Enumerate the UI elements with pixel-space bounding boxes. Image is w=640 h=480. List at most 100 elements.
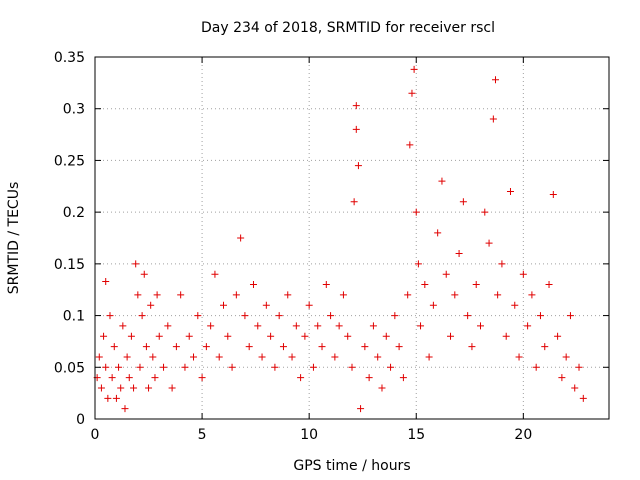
data-point [425,353,433,361]
data-point [198,374,206,382]
data-point [352,102,360,110]
data-point [102,363,110,371]
data-point [164,322,172,330]
data-point [327,312,335,320]
data-point [378,384,386,392]
data-point [119,322,127,330]
data-point [322,281,330,289]
data-point [365,374,373,382]
data-point [262,301,270,309]
data-point [391,312,399,320]
data-point [331,353,339,361]
plot-frame [94,56,610,420]
y-tick-label: 0.25 [54,153,85,169]
data-point [318,343,326,351]
data-point [545,281,553,289]
data-point [115,363,123,371]
data-point [168,384,176,392]
data-point [429,301,437,309]
y-tick-label: 0 [76,412,85,428]
data-point [575,363,583,371]
data-point [237,234,245,242]
data-point [369,322,377,330]
data-point [132,260,140,268]
data-point [151,374,159,382]
data-point [451,291,459,299]
data-point [232,291,240,299]
data-point [172,343,180,351]
data-point [136,363,144,371]
data-point [145,384,153,392]
data-point [142,343,150,351]
data-point [404,291,412,299]
data-point [481,208,489,216]
data-point [502,332,510,340]
data-point [138,312,146,320]
data-point [387,363,395,371]
data-point [215,353,223,361]
data-point [468,343,476,351]
data-point [271,363,279,371]
data-point [348,363,356,371]
data-point [249,281,257,289]
y-axis-label: SRMTID / TECUs [6,182,22,295]
data-point [579,394,587,402]
data-point [301,332,309,340]
y-tick-label: 0.15 [54,257,85,273]
data-point [147,301,155,309]
data-point [254,322,262,330]
data-point [410,65,418,73]
data-point [491,76,499,84]
x-tick-label: 5 [198,427,207,443]
x-tick-label: 10 [300,427,318,443]
data-point [177,291,185,299]
data-point [498,260,506,268]
y-tick-label: 0.3 [63,102,85,118]
data-point [100,332,108,340]
data-point [549,191,557,199]
data-point [395,343,403,351]
data-point [112,394,120,402]
data-point [194,312,202,320]
data-point [149,353,157,361]
chart-title: Day 234 of 2018, SRMTID for receiver rsc… [201,20,495,36]
data-point [185,332,193,340]
data-point [125,374,133,382]
data-point [110,343,118,351]
tick-labels: 0 5 10 15 20 0 0.05 0.1 0.15 0.2 0.25 0.3 0.35 [54,50,532,443]
x-tick-label: 20 [514,427,532,443]
data-point [350,198,358,206]
data-point [267,332,275,340]
data-point [494,291,502,299]
data-point [472,281,480,289]
data-point [344,332,352,340]
data-point [288,353,296,361]
data-point [160,363,168,371]
data-point [354,162,362,170]
data-point [123,353,131,361]
data-point [455,250,463,258]
axis-ticks [94,56,609,420]
data-point [314,322,322,330]
data-point [562,353,570,361]
data-point [532,363,540,371]
data-point [541,343,549,351]
data-point [245,343,253,351]
data-point [489,115,497,123]
data-point [515,353,523,361]
data-point [477,322,484,330]
data-point [519,270,527,278]
data-point [434,229,442,237]
data-point [558,374,566,382]
data-point [211,270,219,278]
data-point [524,322,532,330]
data-point [104,394,112,402]
data-point [228,363,236,371]
data-point [361,343,369,351]
data-point [155,332,163,340]
y-tick-label: 0.2 [63,205,85,221]
data-point [305,301,313,309]
data-point [566,312,574,320]
data-point [352,125,360,133]
